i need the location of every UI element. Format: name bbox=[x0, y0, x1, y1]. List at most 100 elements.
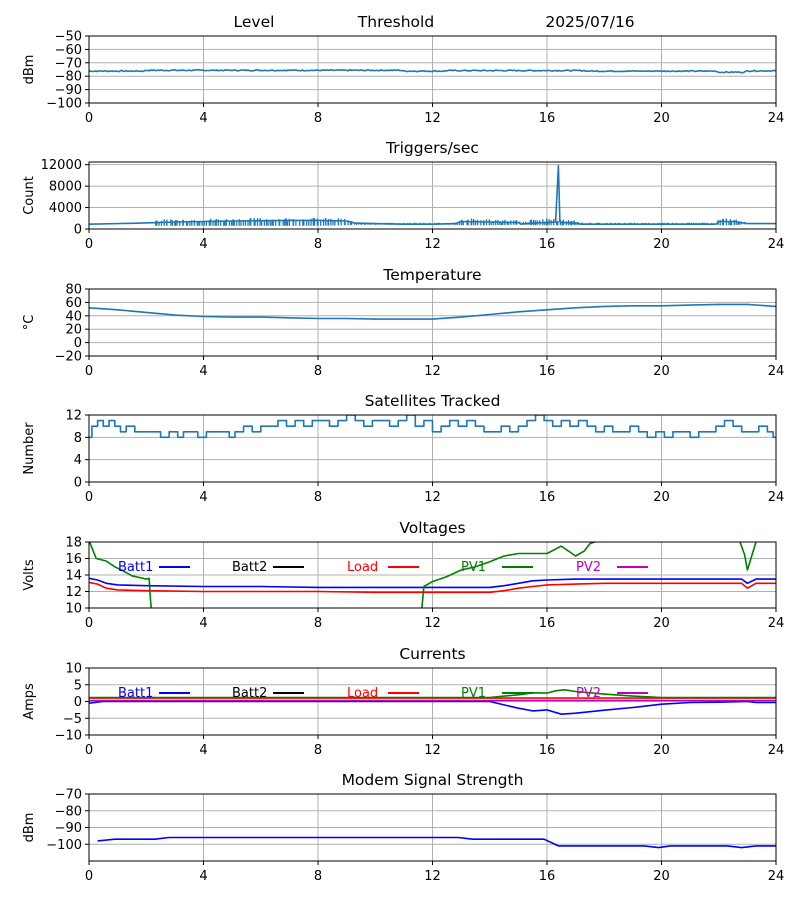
x-tick-label: 24 bbox=[768, 237, 785, 252]
x-tick-label: 12 bbox=[424, 743, 441, 758]
legend-label-pv1: PV1 bbox=[461, 560, 486, 575]
legend-label-pv2: PV2 bbox=[576, 560, 601, 575]
chart-title-part: Level bbox=[234, 13, 275, 31]
plot-frame bbox=[88, 793, 777, 862]
x-tick-label: 4 bbox=[199, 364, 207, 379]
x-tick-label: 12 bbox=[424, 237, 441, 252]
y-tick-label: −90 bbox=[55, 821, 82, 836]
y-tick-label: 5 bbox=[74, 678, 82, 693]
x-tick-label: 20 bbox=[653, 616, 670, 631]
y-tick-label: −80 bbox=[55, 804, 82, 819]
y-tick-label: 0 bbox=[74, 336, 82, 351]
x-tick-label: 0 bbox=[85, 869, 93, 884]
y-tick-label: −60 bbox=[55, 43, 82, 58]
y-tick-label: 10 bbox=[65, 602, 82, 617]
series-level-line bbox=[89, 69, 776, 74]
x-tick-label: 24 bbox=[768, 364, 785, 379]
y-tick-label: 4000 bbox=[49, 201, 82, 216]
series-pv1-line bbox=[421, 542, 598, 608]
x-tick-label: 12 bbox=[424, 869, 441, 884]
chart-title: Temperature bbox=[382, 266, 481, 284]
x-tick-label: 4 bbox=[199, 490, 207, 505]
chart-panel-triggers: Triggers/sec Count 0 4 8 12 16 20 24 0 4000 8000 120… bbox=[22, 139, 784, 252]
plot-area bbox=[89, 165, 776, 226]
x-tick-label: 8 bbox=[314, 616, 322, 631]
x-tick-label: 12 bbox=[424, 490, 441, 505]
x-tick-label: 20 bbox=[653, 364, 670, 379]
x-tick-label: 16 bbox=[539, 111, 556, 126]
y-axis-label: °C bbox=[22, 315, 37, 331]
x-tick-label: 16 bbox=[539, 237, 556, 252]
x-tick-label: 12 bbox=[424, 616, 441, 631]
y-tick-label: 18 bbox=[65, 536, 82, 551]
x-tick-label: 8 bbox=[314, 111, 322, 126]
y-tick-label: −80 bbox=[55, 70, 82, 85]
x-tick-label: 24 bbox=[768, 869, 785, 884]
y-tick-label: 8 bbox=[74, 431, 82, 446]
y-tick-label: −90 bbox=[55, 83, 82, 98]
y-tick-label: 12 bbox=[65, 409, 82, 424]
x-tick-label: 4 bbox=[199, 111, 207, 126]
y-tick-label: 20 bbox=[65, 323, 82, 338]
series-pv1-line bbox=[89, 542, 153, 608]
y-tick-label: −5 bbox=[63, 712, 82, 727]
x-tick-label: 0 bbox=[85, 616, 93, 631]
chart-title: Triggers/sec bbox=[385, 139, 479, 157]
chart-title: Voltages bbox=[399, 519, 465, 537]
chart-panel-level: Level Threshold 2025/07/16 dBm 0 4 8 12 16 20 24 −1… bbox=[22, 13, 784, 126]
y-axis-label: Number bbox=[22, 422, 37, 475]
plot-area bbox=[89, 303, 776, 320]
y-tick-label: 0 bbox=[74, 695, 82, 710]
x-tick-label: 12 bbox=[424, 364, 441, 379]
plot-area bbox=[89, 69, 776, 74]
y-tick-label: 16 bbox=[65, 552, 82, 567]
x-tick-label: 24 bbox=[768, 111, 785, 126]
chart-title: Satellites Tracked bbox=[365, 392, 501, 410]
plot-frame bbox=[88, 414, 777, 483]
plot-area bbox=[97, 836, 776, 849]
chart-panel-currents: Currents Amps 0 4 8 12 16 20 24 −10 −5 0 510 Batt1 Bat… bbox=[22, 645, 784, 758]
x-tick-label: 16 bbox=[539, 490, 556, 505]
plot-area bbox=[89, 542, 776, 608]
y-tick-label: −70 bbox=[55, 56, 82, 71]
series-batt1-line bbox=[89, 577, 776, 589]
legend-label-batt2: Batt2 bbox=[232, 686, 267, 701]
series-modem-line bbox=[97, 836, 776, 849]
series-pv1-line bbox=[739, 542, 758, 571]
y-tick-label: −50 bbox=[55, 30, 82, 45]
plot-frame bbox=[88, 35, 777, 104]
x-tick-label: 0 bbox=[85, 490, 93, 505]
x-tick-label: 8 bbox=[314, 743, 322, 758]
x-tick-label: 20 bbox=[653, 111, 670, 126]
y-tick-label: 80 bbox=[65, 283, 82, 298]
series-pv1-line bbox=[89, 688, 776, 699]
x-tick-label: 24 bbox=[768, 616, 785, 631]
x-tick-label: 16 bbox=[539, 364, 556, 379]
x-tick-label: 0 bbox=[85, 743, 93, 758]
plot-frame bbox=[88, 541, 777, 609]
y-axis-label: dBm bbox=[22, 55, 37, 85]
x-tick-label: 0 bbox=[85, 237, 93, 252]
chart-title: Modem Signal Strength bbox=[342, 771, 524, 789]
x-tick-label: 16 bbox=[539, 743, 556, 758]
legend-label-batt1: Batt1 bbox=[118, 560, 153, 575]
x-tick-label: 8 bbox=[314, 869, 322, 884]
x-tick-label: 4 bbox=[199, 743, 207, 758]
x-tick-label: 16 bbox=[539, 616, 556, 631]
series-batt1-line bbox=[89, 700, 776, 716]
y-axis-label: Amps bbox=[22, 683, 37, 720]
y-tick-label: 0 bbox=[74, 476, 82, 491]
series-triggers-noise-band bbox=[155, 217, 748, 226]
y-tick-label: 10 bbox=[65, 662, 82, 677]
y-axis-label: Count bbox=[22, 176, 37, 215]
series-load-line bbox=[89, 581, 776, 594]
plot-area bbox=[89, 415, 776, 439]
y-tick-label: −100 bbox=[46, 838, 82, 853]
plot-area bbox=[89, 688, 776, 716]
y-tick-label: 0 bbox=[74, 223, 82, 238]
y-tick-label: −20 bbox=[55, 350, 82, 365]
x-tick-label: 4 bbox=[199, 616, 207, 631]
y-tick-label: 40 bbox=[65, 309, 82, 324]
